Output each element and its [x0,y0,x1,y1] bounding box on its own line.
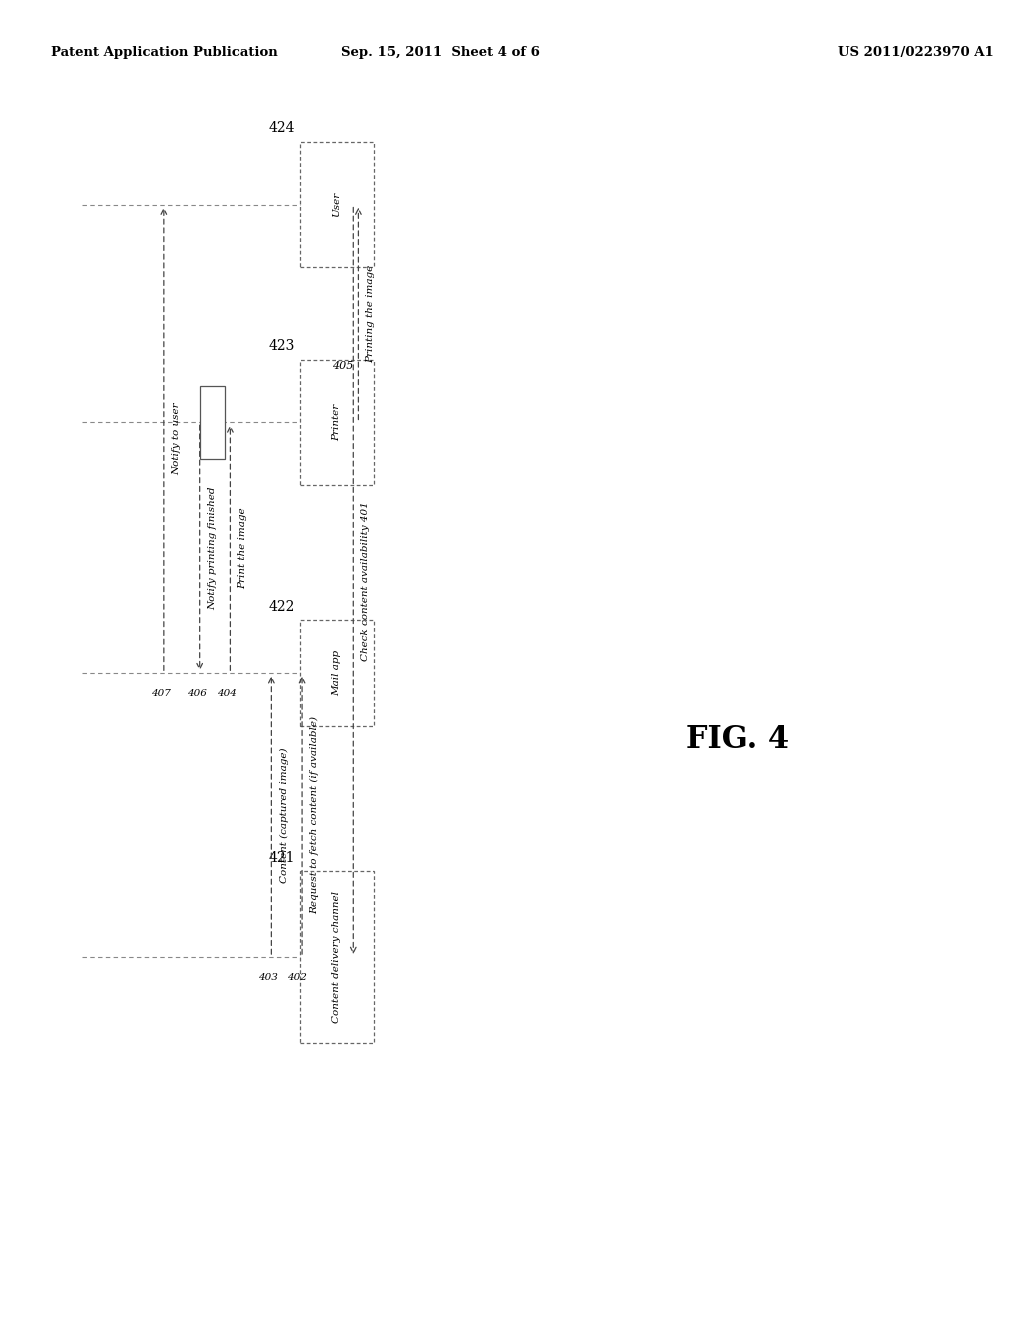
Text: 407: 407 [151,689,171,698]
Text: Printer: Printer [333,404,341,441]
Text: Content delivery channel: Content delivery channel [333,891,341,1023]
Text: User: User [333,191,341,218]
Bar [300,143,374,267]
Text: 423: 423 [268,339,295,352]
Text: Mail app: Mail app [333,651,341,696]
Text: Notify printing finished: Notify printing finished [208,486,217,610]
Bar [300,620,374,726]
Text: 404: 404 [217,689,238,698]
Text: Print the image: Print the image [239,507,248,589]
Text: 421: 421 [268,850,295,865]
Text: Notify to user: Notify to user [172,403,181,475]
Text: US 2011/0223970 A1: US 2011/0223970 A1 [838,46,993,59]
Text: Printing the image: Printing the image [367,264,376,363]
Text: FIG. 4: FIG. 4 [686,723,788,755]
Bar [300,359,374,484]
Bar [300,871,374,1043]
Text: 424: 424 [268,121,295,135]
Text: Check content availability 401: Check content availability 401 [361,500,371,661]
Text: 405: 405 [332,362,353,371]
Text: 402: 402 [287,973,307,982]
Text: Content (captured image): Content (captured image) [280,747,289,883]
Text: Request to fetch content (if available): Request to fetch content (if available) [310,715,319,913]
Text: Patent Application Publication: Patent Application Publication [51,46,278,59]
Text: 406: 406 [186,689,207,698]
Text: 403: 403 [258,973,279,982]
Text: 422: 422 [268,599,295,614]
Bar [200,385,225,458]
Text: Sep. 15, 2011  Sheet 4 of 6: Sep. 15, 2011 Sheet 4 of 6 [341,46,540,59]
